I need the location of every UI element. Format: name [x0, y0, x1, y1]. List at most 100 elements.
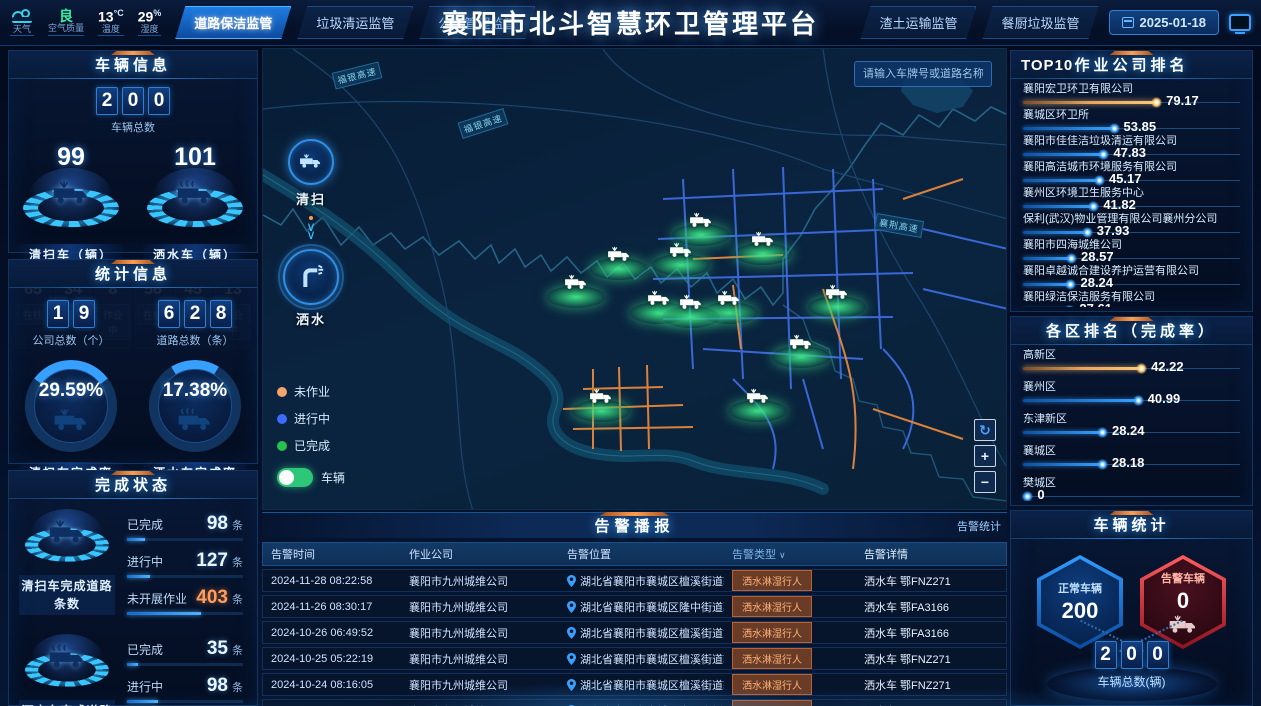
vehicle-marker[interactable] — [662, 294, 720, 328]
digit-box: 8 — [210, 300, 232, 328]
map-tool-button[interactable]: 清扫 — [279, 139, 343, 208]
vehicle-marker[interactable] — [772, 334, 830, 368]
ranking-value: 28.18 — [1111, 455, 1145, 470]
vehicle-marker[interactable] — [672, 212, 730, 246]
ranking-name: 保利(武汉)物业管理有限公司襄州分公司 — [1023, 213, 1218, 225]
row-unit: 条 — [232, 645, 243, 657]
search-input[interactable] — [854, 61, 992, 87]
vehicle-toggle-label: 车辆 — [321, 471, 346, 485]
alert-type: 洒水淋湿行人 — [724, 570, 856, 591]
column-header[interactable]: 告警类型 ∨ — [732, 549, 786, 561]
row-unit: 条 — [232, 682, 243, 694]
ranking-value: 27.61 — [1079, 301, 1112, 307]
ranking-name: 襄城区 — [1023, 445, 1056, 457]
truck-icon — [176, 180, 214, 207]
alert-stats-link[interactable]: 告警统计 — [957, 521, 1001, 533]
alert-location: 湖北省襄阳市襄城区檀溪街道轴承一路53 — [559, 651, 724, 667]
vehicle-marker[interactable] — [652, 242, 710, 276]
alert-detail: 洒水车 鄂FNZ271 — [864, 575, 951, 588]
calendar-icon — [1121, 17, 1134, 28]
alert-company: 襄阳市九州城维公司 — [409, 627, 508, 640]
vehicle-marker[interactable] — [808, 284, 866, 318]
map-pin-icon — [567, 601, 576, 613]
ranking-value: 53.85 — [1123, 119, 1157, 134]
vehicle-toggle[interactable] — [277, 468, 313, 487]
map-control-refresh[interactable]: ↻ — [974, 419, 996, 441]
truck-icon — [589, 388, 613, 405]
nav-tab[interactable]: 道路保洁监管 — [175, 6, 291, 39]
nav-tab[interactable]: 渣土运输监管 — [860, 6, 976, 39]
left-tab-group: 道路保洁监管 垃圾清运监管 公厕管理监管 — [175, 6, 535, 39]
ranking-value: 37.93 — [1096, 223, 1130, 238]
date-picker[interactable]: 2025-01-18 — [1108, 10, 1219, 35]
truck-icon — [717, 290, 741, 307]
alert-row[interactable]: 2024-10-24 05:02:23 襄阳市九州城维公司 湖北省襄阳市襄城区襄… — [262, 699, 1007, 706]
completion-ring: 17.38% 洒水车完成率 — [142, 360, 247, 483]
map-pin-icon — [567, 575, 576, 587]
alert-location: 湖北省襄阳市襄城区檀溪街道轴承一路53 — [559, 573, 724, 589]
group-label: 洒水车完成道路条数 — [19, 700, 115, 706]
panel-title: 车辆统计 — [1093, 517, 1170, 534]
alerts-panel: 告警播报 告警统计 告警时间 作业公司 告警位置 告警类型 ∨ 告警详情 2024-11-… — [262, 512, 1007, 706]
right-tab-group: 渣土运输监管 餐厨垃圾监管 — [860, 6, 1098, 39]
aqi-label: 空气质量 — [48, 23, 85, 36]
row-unit: 条 — [232, 594, 243, 606]
alert-location: 湖北省襄阳市襄城区檀溪街道第41中学西... — [559, 625, 724, 641]
ranking-name: 襄阳卓越诚合建设养护运营有限公司 — [1023, 265, 1199, 277]
row-unit: 条 — [232, 557, 243, 569]
ranking-name: 襄阳绿洁保洁服务有限公司 — [1023, 291, 1155, 303]
row-name: 未开展作业 — [127, 592, 188, 606]
alert-detail: 洒水车 鄂FNZ271 — [864, 679, 951, 692]
alert-detail: 洒水车 鄂FNZ271 — [864, 653, 951, 666]
truck-icon — [825, 284, 849, 301]
vehicle-marker[interactable] — [590, 246, 648, 280]
alert-company: 襄阳市九州城维公司 — [409, 679, 508, 692]
alert-row[interactable]: 2024-10-24 08:16:05 襄阳市九州城维公司 湖北省襄阳市襄城区檀… — [262, 673, 1007, 696]
map-tool-group: 清扫 ∨ ∨ 洒水 — [278, 139, 344, 332]
glow-platform — [1046, 667, 1217, 701]
panel-title: 统计信息 — [94, 266, 171, 283]
chevron-down-icon[interactable]: ∨ ∨ — [301, 216, 321, 241]
truck-icon — [679, 294, 703, 311]
ranking-value: 28.24 — [1111, 423, 1145, 438]
alerts-header: 告警播报 — [262, 512, 1007, 538]
alert-company: 襄阳市九州城维公司 — [409, 601, 508, 614]
top-header: 天气 良 空气质量 13°C 温度 29% 湿度 道路保洁监管 垃圾清运监管 公厕管… — [0, 0, 1261, 46]
map-control-zoom-out[interactable]: − — [974, 471, 996, 493]
map-tool-button[interactable]: 洒水 — [278, 243, 344, 328]
counter-label: 道路总数（条） — [156, 335, 234, 347]
alert-row[interactable]: 2024-10-26 06:49:52 襄阳市九州城维公司 湖北省襄阳市襄城区檀… — [262, 621, 1007, 644]
digit-box: 6 — [158, 300, 180, 328]
aqi-value: 良 — [59, 7, 73, 24]
vehicle-marker[interactable] — [572, 388, 630, 422]
map-pin-icon — [567, 653, 576, 665]
monitor-icon[interactable] — [1229, 14, 1251, 31]
nav-tab[interactable]: 垃圾清运监管 — [297, 6, 413, 39]
top10-badge: TOP10 — [1021, 57, 1074, 74]
map-control-zoom-in[interactable]: + — [974, 445, 996, 467]
tool-label: 洒水 — [295, 311, 326, 327]
vehicle-marker[interactable] — [729, 388, 787, 422]
alert-type: 洒水淋湿行人 — [724, 596, 856, 617]
alert-row[interactable]: 2024-11-28 08:22:58 襄阳市九州城维公司 湖北省襄阳市襄城区檀… — [262, 569, 1007, 592]
digit-box: 2 — [184, 300, 206, 328]
nav-tab[interactable]: 公厕管理监管 — [419, 6, 535, 39]
completion-row: 进行中 127 条 — [127, 550, 243, 578]
panel-title: 完成状态 — [94, 477, 171, 494]
ranking-name: 襄州区环境卫生服务中心 — [1023, 187, 1144, 199]
alert-type: 洒水淋湿行人 — [724, 622, 856, 643]
column-header: 告警详情 — [864, 549, 908, 561]
alert-row[interactable]: 2024-11-26 08:30:17 襄阳市九州城维公司 湖北省襄阳市襄城区隆… — [262, 595, 1007, 618]
alert-type: 洒水淋湿行人 — [724, 648, 856, 669]
nav-tab[interactable]: 餐厨垃圾监管 — [982, 6, 1098, 39]
panel-title: 各区排名（完成率） — [1045, 323, 1217, 340]
vehicle-stats-header: 车辆统计 — [1011, 511, 1252, 539]
page-title: 襄阳市北斗智慧环卫管理平台 — [441, 9, 820, 39]
ranking-value: 79.17 — [1166, 93, 1199, 108]
vehicle-marker[interactable] — [734, 231, 792, 265]
alert-row[interactable]: 2024-10-25 05:22:19 襄阳市九州城维公司 湖北省襄阳市襄城区檀… — [262, 647, 1007, 670]
